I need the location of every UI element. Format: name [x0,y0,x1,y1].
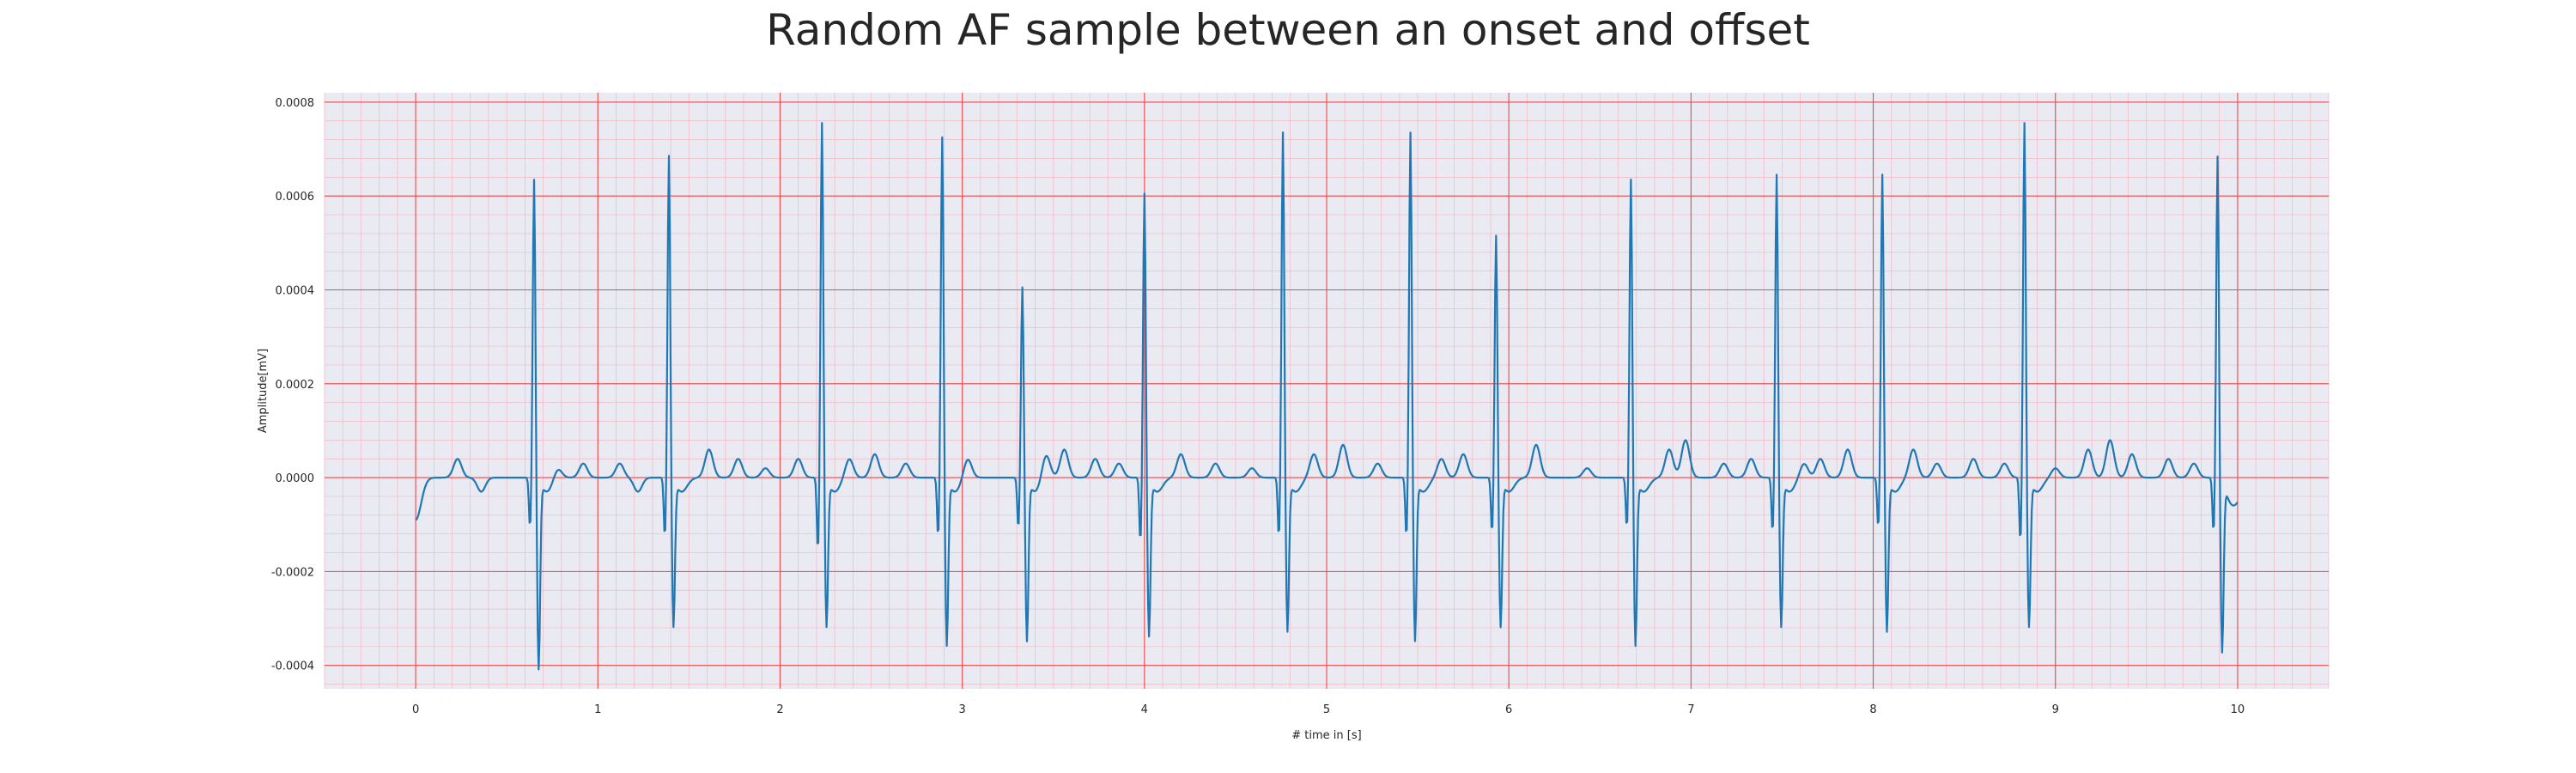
x-tick-label: 10 [2231,703,2245,716]
y-tick-label: 0.0000 [276,472,315,485]
y-axis-ticks: -0.0004 -0.0002 0.0000 0.0002 0.0004 0.0006 0.… [271,97,314,673]
x-tick-label: 9 [2052,703,2059,716]
x-tick-label: 8 [1869,703,1876,716]
y-tick-label: 0.0002 [276,379,315,392]
x-tick-label: 0 [412,703,419,716]
y-tick-label: 0.0008 [276,97,315,110]
y-tick-label: -0.0004 [271,660,314,673]
x-tick-label: 3 [958,703,965,716]
y-tick-label: 0.0004 [276,285,315,298]
x-tick-label: 2 [776,703,783,716]
x-tick-label: 4 [1141,703,1148,716]
series-line-ecg [415,122,2239,671]
y-axis-label: Amplitude[mV] [257,349,270,433]
chart-title: Random AF sample between an onset and of… [766,5,1810,55]
x-axis-label: # time in [s] [1291,729,1361,742]
y-tick-label: -0.0002 [271,566,314,579]
y-tick-label: 0.0006 [276,191,315,204]
x-tick-label: 7 [1687,703,1694,716]
x-axis-ticks: 0 1 2 3 4 5 6 7 8 9 10 [412,703,2245,716]
x-tick-label: 6 [1505,703,1512,716]
x-tick-label: 5 [1323,703,1330,716]
x-tick-label: 1 [594,703,601,716]
